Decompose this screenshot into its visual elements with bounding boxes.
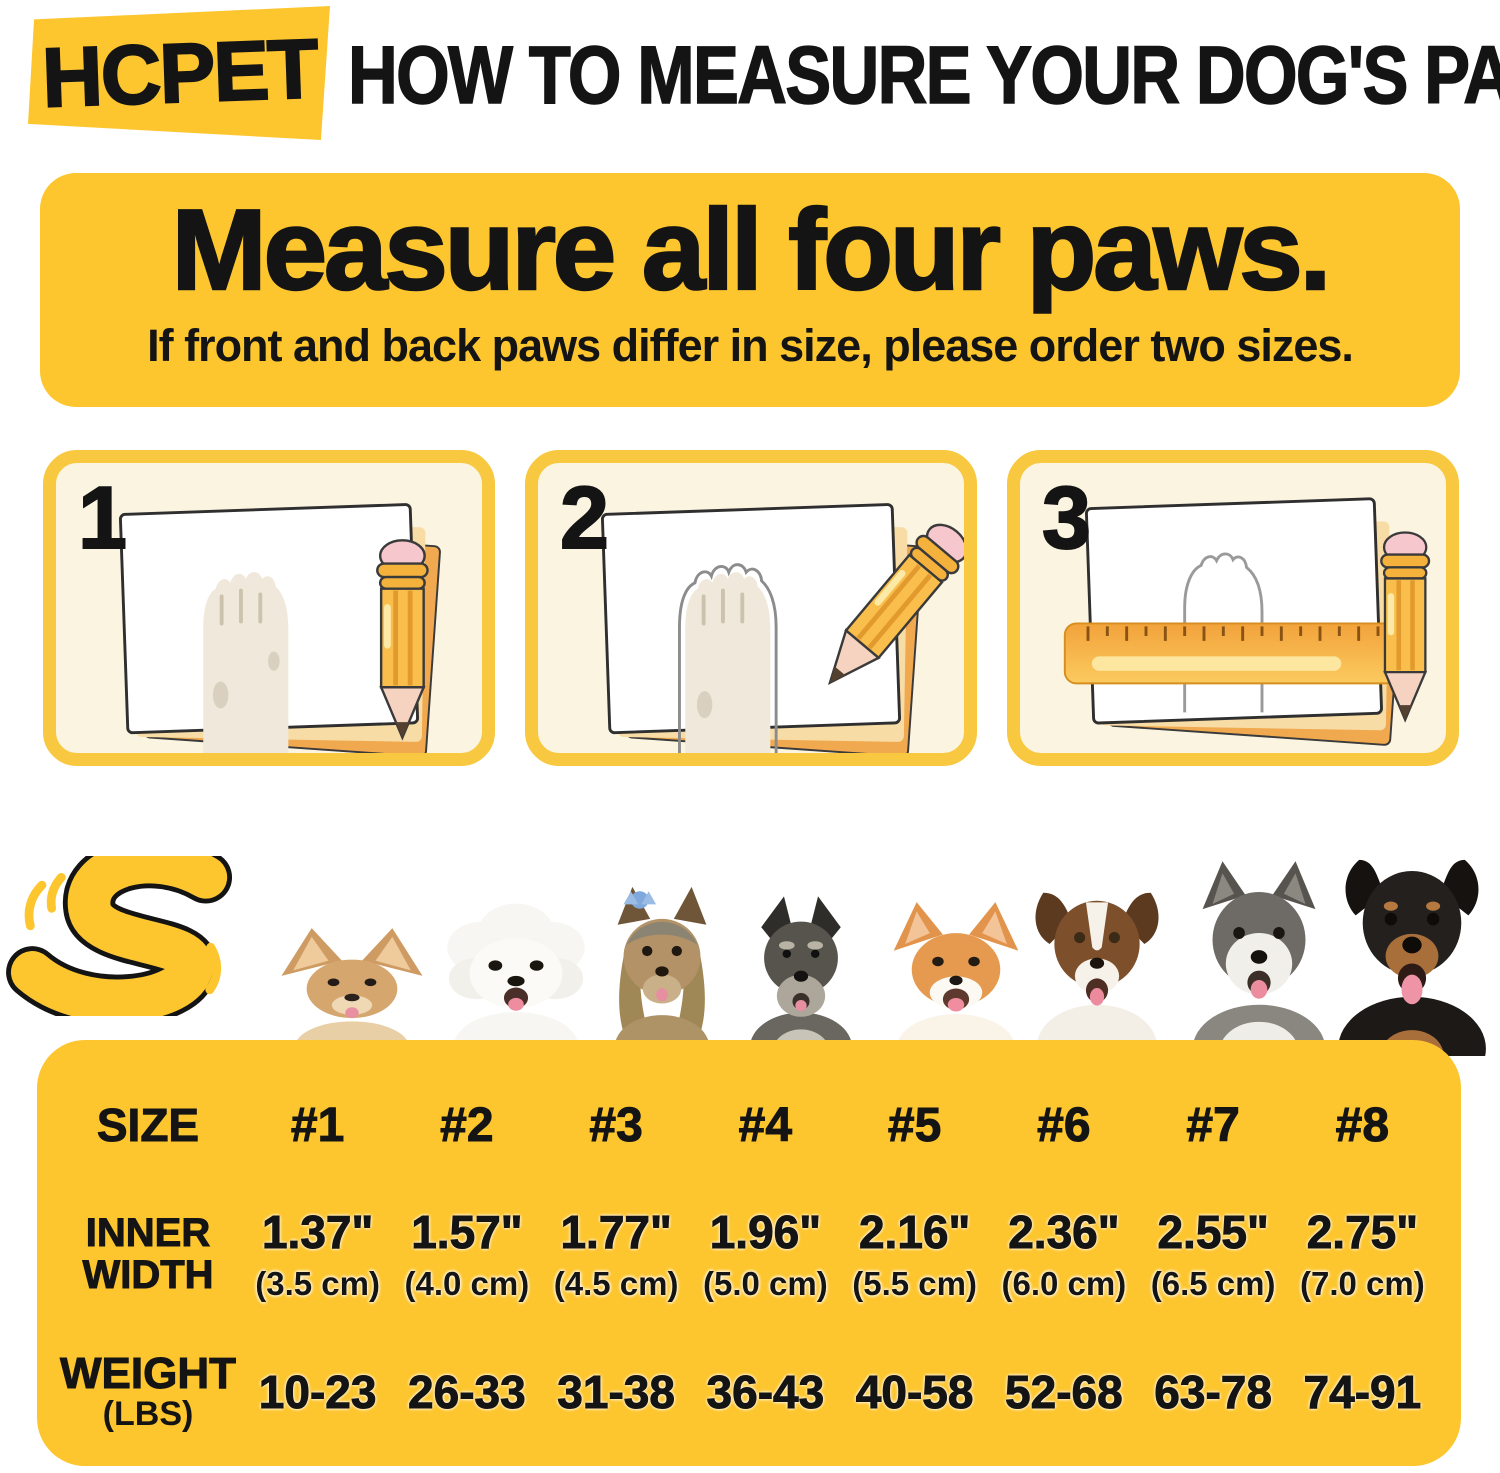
banner-subheading: If front and back paws differ in size, p… xyxy=(147,320,1354,371)
dog-photo-miniature-schnauzer xyxy=(749,896,853,1056)
weight-value: 31-38 xyxy=(557,1365,676,1418)
brand-logo-text: HCPET xyxy=(39,20,319,126)
step-card-1: 1 xyxy=(43,450,495,766)
dog-photo-chihuahua xyxy=(281,928,423,1056)
inner-width-value: 2.55" (6.5 cm) xyxy=(1150,1206,1276,1303)
dog-photo-shiba-inu xyxy=(893,902,1019,1056)
weight-value: 74-91 xyxy=(1303,1365,1422,1418)
step-1-number: 1 xyxy=(77,467,128,568)
size-row-label: SIZE xyxy=(96,1099,200,1152)
weight-value: 52-68 xyxy=(1005,1365,1124,1418)
instruction-banner: Measure all four paws. If front and back… xyxy=(40,173,1460,407)
weight-value: 40-58 xyxy=(855,1365,974,1418)
paw-swoosh-icon xyxy=(6,856,233,1016)
pencil-icon xyxy=(1380,531,1431,723)
weight-row: WEIGHT (LBS) 10-23 26-33 31-38 36-43 40-… xyxy=(53,1349,1437,1434)
pencil-icon xyxy=(376,539,429,741)
dog-photo-alaskan-malamute xyxy=(1192,861,1326,1056)
step-2-number: 2 xyxy=(559,467,610,568)
inner-width-value: 2.36" (6.0 cm) xyxy=(1001,1206,1127,1303)
step-card-2: 2 xyxy=(525,450,977,766)
dog-photo-bichon-frise xyxy=(447,903,585,1056)
size-value: #8 xyxy=(1335,1099,1390,1153)
size-row: SIZE #1 #2 #3 #4 #5 #6 #7 #8 xyxy=(53,1098,1437,1153)
size-value: #1 xyxy=(290,1099,345,1153)
step-2-trace-paw-illustration xyxy=(600,503,964,753)
size-value: #6 xyxy=(1037,1099,1091,1153)
inner-width-value: 2.75" (7.0 cm) xyxy=(1300,1206,1425,1303)
step-card-3: 3 xyxy=(1007,450,1459,766)
measurement-steps: 1 xyxy=(43,450,1463,766)
step-3-number: 3 xyxy=(1041,467,1092,568)
banner-heading: Measure all four paws. xyxy=(170,186,1332,316)
inner-width-value: 1.37" (3.5 cm) xyxy=(255,1206,380,1303)
size-value: #3 xyxy=(589,1099,643,1153)
size-chart-table: SIZE #1 #2 #3 #4 #5 #6 #7 #8 INNER WIDTH… xyxy=(37,1040,1461,1466)
weight-row-label: WEIGHT (LBS) xyxy=(60,1349,237,1434)
inner-width-row-label: INNER WIDTH xyxy=(82,1211,214,1297)
inner-width-value: 1.96" (5.0 cm) xyxy=(703,1206,828,1303)
inner-width-value: 1.57" (4.0 cm) xyxy=(404,1206,530,1303)
dog-breed-lineup xyxy=(0,820,1500,1056)
step-3-ruler-measure-illustration xyxy=(1063,497,1431,746)
dog-photo-australian-shepherd xyxy=(1035,892,1159,1056)
weight-value: 10-23 xyxy=(258,1365,377,1418)
inner-width-value: 1.77" (4.5 cm) xyxy=(553,1206,679,1303)
dog-photo-yorkshire-terrier xyxy=(614,886,710,1056)
size-value: #4 xyxy=(738,1099,793,1153)
step-1-paw-on-paper-illustration xyxy=(118,503,441,753)
ruler-icon xyxy=(1063,622,1399,685)
size-value: #7 xyxy=(1186,1099,1240,1153)
brand-logo: HCPET xyxy=(28,6,330,140)
weight-value: 36-43 xyxy=(706,1365,825,1418)
size-value: #2 xyxy=(440,1099,494,1153)
dog-photo-rottweiler xyxy=(1338,859,1486,1056)
weight-value: 26-33 xyxy=(408,1365,527,1418)
page-title: HOW TO MEASURE YOUR DOG'S PAWS xyxy=(347,29,1500,122)
weight-value: 63-78 xyxy=(1154,1365,1273,1418)
inner-width-value: 2.16" (5.5 cm) xyxy=(852,1206,977,1303)
size-value: #5 xyxy=(887,1099,942,1153)
pencil-icon xyxy=(827,523,964,686)
inner-width-row: INNER WIDTH 1.37" (3.5 cm) 1.57" (4.0 cm… xyxy=(53,1205,1437,1303)
